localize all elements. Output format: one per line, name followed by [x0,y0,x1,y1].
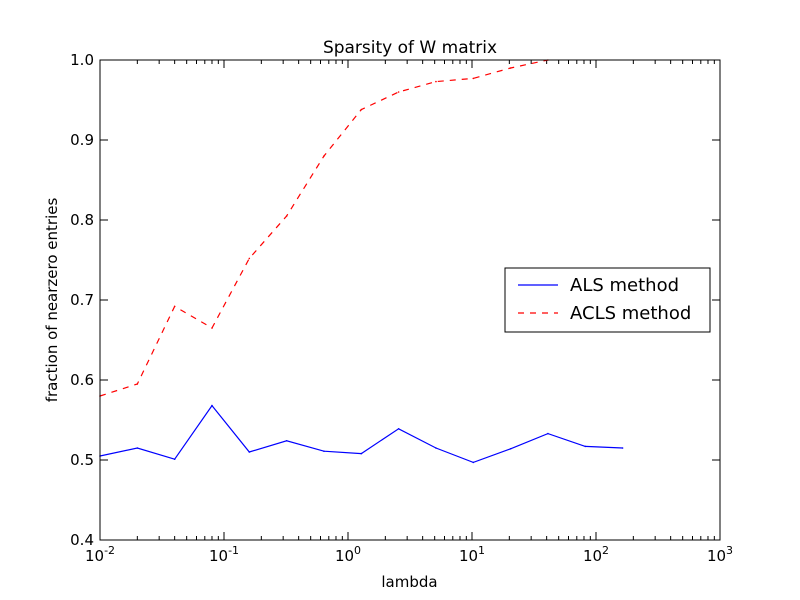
data-point [323,450,325,453]
chart-title: Sparsity of W matrix [323,38,497,58]
x-tick-label-exponent: 2 [602,544,609,557]
x-tick-label: 10-2 [85,544,115,565]
data-point [472,77,475,80]
legend-label: ALS method [570,275,679,296]
data-point [136,383,139,385]
y-tick-label: 0.4 [70,531,94,549]
x-tick-label: 101 [459,544,485,565]
y-tick-label: 0.7 [70,291,94,309]
x-axis-label: lambda [381,573,437,591]
x-tick-label: 100 [335,544,361,565]
data-point [285,440,288,442]
x-tick-label-exponent: -2 [104,544,115,557]
data-point [472,461,475,464]
plot-frame [99,59,721,541]
data-point [211,327,213,329]
x-tick-label-exponent: -1 [228,544,239,557]
data-point [248,451,251,453]
data-point [173,458,176,461]
x-tick-label: 103 [707,544,733,565]
x-tick-label-base: 10 [583,547,602,565]
legend-label: ACLS method [570,303,691,324]
x-tick-label-exponent: 0 [354,544,361,557]
data-point [621,447,624,449]
data-point [509,448,512,450]
x-tick-label: 102 [583,544,609,565]
x-tick-label-base: 10 [335,547,354,565]
data-point [173,305,176,308]
series-lines [99,59,624,464]
y-tick-labels: 0.4 0.5 0.6 0.7 0.8 0.9 1.0 [70,51,94,549]
data-point [397,91,400,93]
legend-box [504,267,711,333]
x-tick-label-exponent: 3 [726,544,733,557]
series-line-2 [99,59,549,397]
data-point [211,404,213,407]
data-point [360,452,363,455]
data-point [509,67,512,69]
x-tick-label-base: 10 [209,547,228,565]
data-point [248,257,251,260]
data-point [435,447,437,449]
data-point [323,155,325,157]
data-point [360,108,363,111]
y-tick-label: 0.9 [70,131,94,149]
x-tick-label-base: 10 [459,547,478,565]
data-point [547,432,549,435]
y-tick-label: 1.0 [70,51,94,69]
x-tick-label-exponent: 1 [478,544,485,557]
legend: ALS method ACLS method [504,267,711,333]
x-tick-label-base: 10 [85,547,104,565]
x-tick-label-base: 10 [707,547,726,565]
y-tick-label: 0.6 [70,371,94,389]
data-point [435,80,437,83]
data-point [285,215,288,217]
data-point [136,447,139,449]
x-tick-label: 10-1 [209,544,239,565]
data-point [397,428,400,430]
y-tick-label: 0.8 [70,211,94,229]
y-tick-label: 0.5 [70,451,94,469]
y-axis-label: fraction of nearzero entries [43,198,61,403]
data-point [584,445,587,448]
x-tick-labels: 10-2 10-1 100 101 102 103 [85,544,733,565]
